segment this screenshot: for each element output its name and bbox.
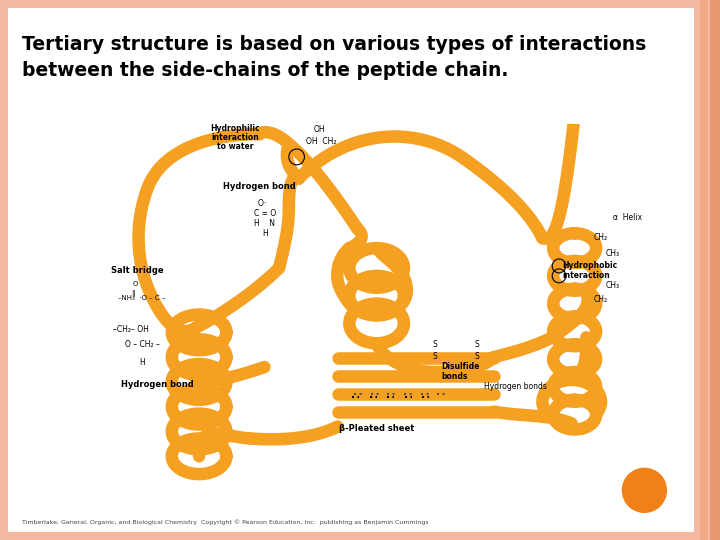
Text: CH₃: CH₃ bbox=[606, 249, 620, 258]
Text: Hydrogen bonds: Hydrogen bonds bbox=[484, 382, 546, 391]
Circle shape bbox=[622, 468, 667, 513]
Text: OH  CH₂: OH CH₂ bbox=[307, 137, 337, 146]
Text: H    N: H N bbox=[253, 219, 275, 228]
Text: O – CH₂ –: O – CH₂ – bbox=[125, 340, 160, 349]
Text: O⁻: O⁻ bbox=[258, 199, 268, 208]
Text: interaction: interaction bbox=[562, 271, 610, 280]
Text: interaction: interaction bbox=[211, 133, 259, 142]
Text: S: S bbox=[474, 352, 479, 361]
Text: bonds: bonds bbox=[441, 372, 467, 381]
Text: OH: OH bbox=[313, 125, 325, 134]
Text: CH₂: CH₂ bbox=[593, 295, 607, 303]
Text: Disulfide: Disulfide bbox=[441, 362, 480, 371]
Text: C = O: C = O bbox=[253, 210, 276, 218]
Text: H: H bbox=[140, 358, 145, 367]
Text: Salt bridge: Salt bridge bbox=[112, 266, 164, 275]
Text: β-Pleated sheet: β-Pleated sheet bbox=[339, 424, 414, 434]
Text: S: S bbox=[432, 352, 437, 361]
Text: Hydrogen bond: Hydrogen bond bbox=[222, 181, 295, 191]
Text: Tertiary structure is based on various types of interactions
between the side-ch: Tertiary structure is based on various t… bbox=[22, 35, 647, 80]
Text: Hydrophobic: Hydrophobic bbox=[562, 261, 617, 270]
Text: to water: to water bbox=[217, 142, 253, 151]
Text: CH₂: CH₂ bbox=[593, 233, 607, 242]
Text: –NH₃  ·O – C –: –NH₃ ·O – C – bbox=[118, 295, 166, 301]
Text: O: O bbox=[132, 281, 138, 287]
Text: CH₃: CH₃ bbox=[606, 281, 620, 290]
Text: α  Helix: α Helix bbox=[613, 213, 642, 222]
Text: Timberlake, General, Organic, and Biological Chemistry  Copyright © Pearson Educ: Timberlake, General, Organic, and Biolog… bbox=[22, 519, 428, 525]
Text: –CH₂– OH: –CH₂– OH bbox=[113, 326, 149, 334]
Bar bbox=[700, 0, 708, 540]
Text: S: S bbox=[432, 340, 437, 349]
Text: Hydrophilic: Hydrophilic bbox=[210, 124, 260, 133]
Text: ‖: ‖ bbox=[131, 289, 135, 296]
Bar bbox=[710, 0, 720, 540]
Text: S: S bbox=[474, 340, 479, 349]
Text: H: H bbox=[263, 229, 269, 238]
Text: Hydrogen bond: Hydrogen bond bbox=[121, 380, 194, 389]
